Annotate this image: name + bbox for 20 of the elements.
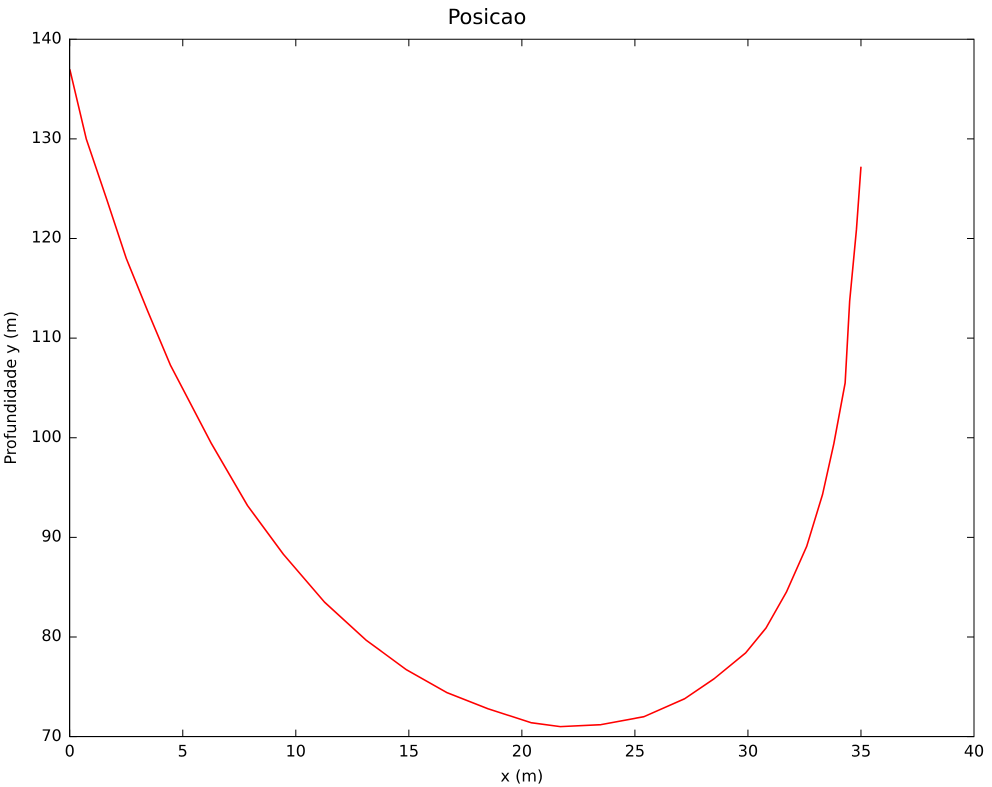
x-tick-label: 25 bbox=[624, 741, 646, 760]
x-tick-label: 20 bbox=[512, 741, 532, 760]
x-tick-label: 35 bbox=[850, 741, 872, 760]
x-tick-label: 10 bbox=[286, 741, 306, 760]
y-axis-title: Profundidade y (m) bbox=[0, 311, 20, 465]
y-tick-label: 140 bbox=[31, 28, 62, 48]
y-tick-label: 80 bbox=[41, 626, 62, 646]
x-tick-label: 0 bbox=[64, 741, 75, 760]
y-tick-label: 90 bbox=[41, 526, 62, 546]
x-tick-label: 30 bbox=[738, 741, 758, 760]
x-axis-title: x (m) bbox=[500, 766, 544, 786]
y-tick-label: 120 bbox=[31, 228, 62, 247]
y-tick-label: 110 bbox=[31, 327, 62, 346]
x-tick-label: 5 bbox=[178, 741, 188, 760]
chart-title: Posicao bbox=[448, 5, 526, 30]
x-tick-label: 15 bbox=[398, 741, 420, 760]
y-tick-label: 130 bbox=[31, 128, 62, 147]
y-tick-label: 70 bbox=[41, 726, 62, 745]
x-tick-label: 40 bbox=[964, 741, 984, 760]
y-tick-label: 100 bbox=[31, 426, 62, 446]
